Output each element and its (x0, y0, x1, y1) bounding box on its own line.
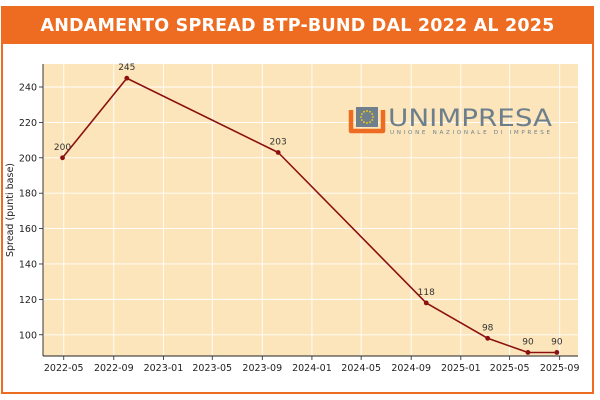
eu-star (369, 110, 371, 113)
data-label: 245 (118, 63, 135, 73)
logo-subtitle: UNIONE NAZIONALE DI IMPRESE (390, 130, 550, 136)
y-tick-label: 160 (19, 224, 37, 235)
data-point (554, 350, 560, 355)
data-point (60, 155, 65, 161)
eu-star (366, 110, 368, 112)
data-point (275, 150, 281, 155)
data-label: 90 (522, 337, 534, 347)
axes: 2022-05 2022-09 2023-01 2023-05 2023-09 2024-… (19, 64, 580, 374)
x-tick-label: 2023-09 (242, 363, 282, 374)
y-tick-label: 220 (19, 118, 37, 129)
eu-star (363, 110, 365, 113)
eu-star (371, 113, 374, 115)
x-tick-label: 2022-09 (94, 363, 134, 374)
data-label: 118 (418, 288, 435, 298)
plot-area (43, 64, 578, 356)
y-tick-label: 100 (19, 330, 37, 341)
eu-star (366, 122, 368, 124)
logo-name: UNIMPRESA (388, 104, 553, 132)
chart-banner-title: ANDAMENTO SPREAD BTP-BUND DAL 2022 AL 20… (3, 8, 592, 44)
x-tick-label: 2025-09 (540, 363, 580, 374)
eu-star (360, 116, 362, 118)
x-tick-label: 2023-01 (144, 363, 184, 374)
y-tick-label: 240 (19, 83, 37, 94)
data-label: 98 (482, 323, 494, 333)
eu-star (369, 121, 371, 124)
y-tick-label: 200 (19, 153, 37, 164)
x-tick-label: 2023-05 (192, 363, 232, 374)
x-tick-label: 2025-05 (490, 363, 530, 374)
data-label: 200 (54, 143, 71, 153)
x-tick-label: 2024-05 (341, 363, 381, 374)
x-tick-label: 2022-05 (44, 363, 84, 374)
data-label: 90 (551, 337, 563, 347)
eu-star (372, 116, 374, 118)
data-label: 203 (270, 137, 287, 147)
eu-star (360, 113, 363, 115)
data-point (423, 300, 429, 306)
eu-star (360, 119, 363, 121)
x-tick-label: 2024-01 (292, 363, 332, 374)
unimpresa-logo-icon (348, 107, 386, 134)
y-axis-label: Spread (punti base) (5, 163, 16, 257)
y-tick-label: 120 (19, 295, 37, 306)
eu-stars-square (356, 107, 378, 127)
eu-star (371, 119, 374, 121)
unimpresa-logo: UNIMPRESA UNIONE NAZIONALE DI IMPRESE (348, 104, 553, 136)
data-point (124, 75, 130, 81)
y-tick-label: 140 (19, 259, 37, 270)
grid-lines (43, 64, 578, 356)
eu-star (363, 121, 365, 124)
y-tick-label: 180 (19, 189, 37, 200)
x-tick-label: 2025-01 (441, 363, 481, 374)
x-tick-label: 2024-09 (391, 363, 431, 374)
data-point (485, 335, 491, 341)
series: 200 245 203 118 98 90 90 (54, 63, 563, 355)
data-point (525, 350, 531, 355)
eu-stars (360, 110, 374, 124)
